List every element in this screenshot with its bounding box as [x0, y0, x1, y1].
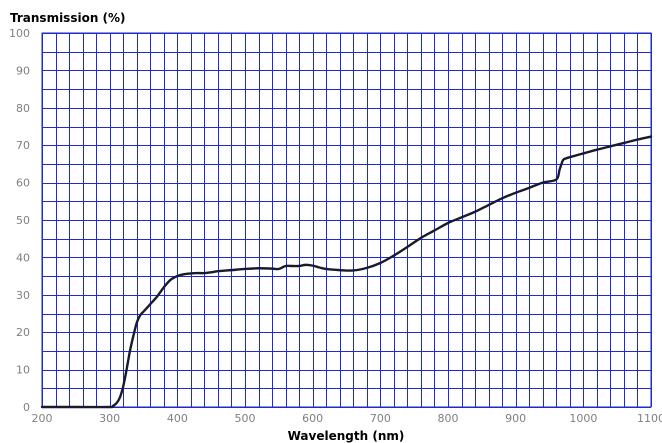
y-tick-label: 10 — [16, 364, 30, 377]
y-tick-label: 40 — [16, 251, 30, 264]
y-tick-label: 30 — [16, 289, 30, 302]
y-tick-label: 20 — [16, 326, 30, 339]
x-tick-label: 700 — [370, 412, 391, 425]
y-tick-label: 50 — [16, 214, 30, 227]
x-tick-label: 300 — [99, 412, 120, 425]
x-tick-label: 600 — [302, 412, 323, 425]
y-tick-label: 90 — [16, 64, 30, 77]
x-tick-label: 1100 — [637, 412, 662, 425]
x-tick-label: 500 — [235, 412, 256, 425]
x-tick-label: 1000 — [569, 412, 597, 425]
y-tick-label: 0 — [23, 401, 30, 414]
y-tick-label: 60 — [16, 177, 30, 190]
x-tick-label: 200 — [32, 412, 53, 425]
y-tick-label: 80 — [16, 102, 30, 115]
grid — [42, 33, 652, 408]
x-tick-label: 400 — [167, 412, 188, 425]
y-tick-label: 70 — [16, 139, 30, 152]
y-axis-title: Transmission (%) — [10, 11, 126, 25]
x-tick-label: 800 — [438, 412, 459, 425]
tick-labels: 200 300 400 500 600 700 800 900 1000 1100 0 10 20 30 4… — [9, 27, 662, 425]
transmission-line — [40, 135, 653, 409]
x-axis-title: Wavelength (nm) — [288, 429, 405, 443]
x-tick-label: 900 — [505, 412, 526, 425]
y-tick-label: 100 — [9, 27, 30, 40]
